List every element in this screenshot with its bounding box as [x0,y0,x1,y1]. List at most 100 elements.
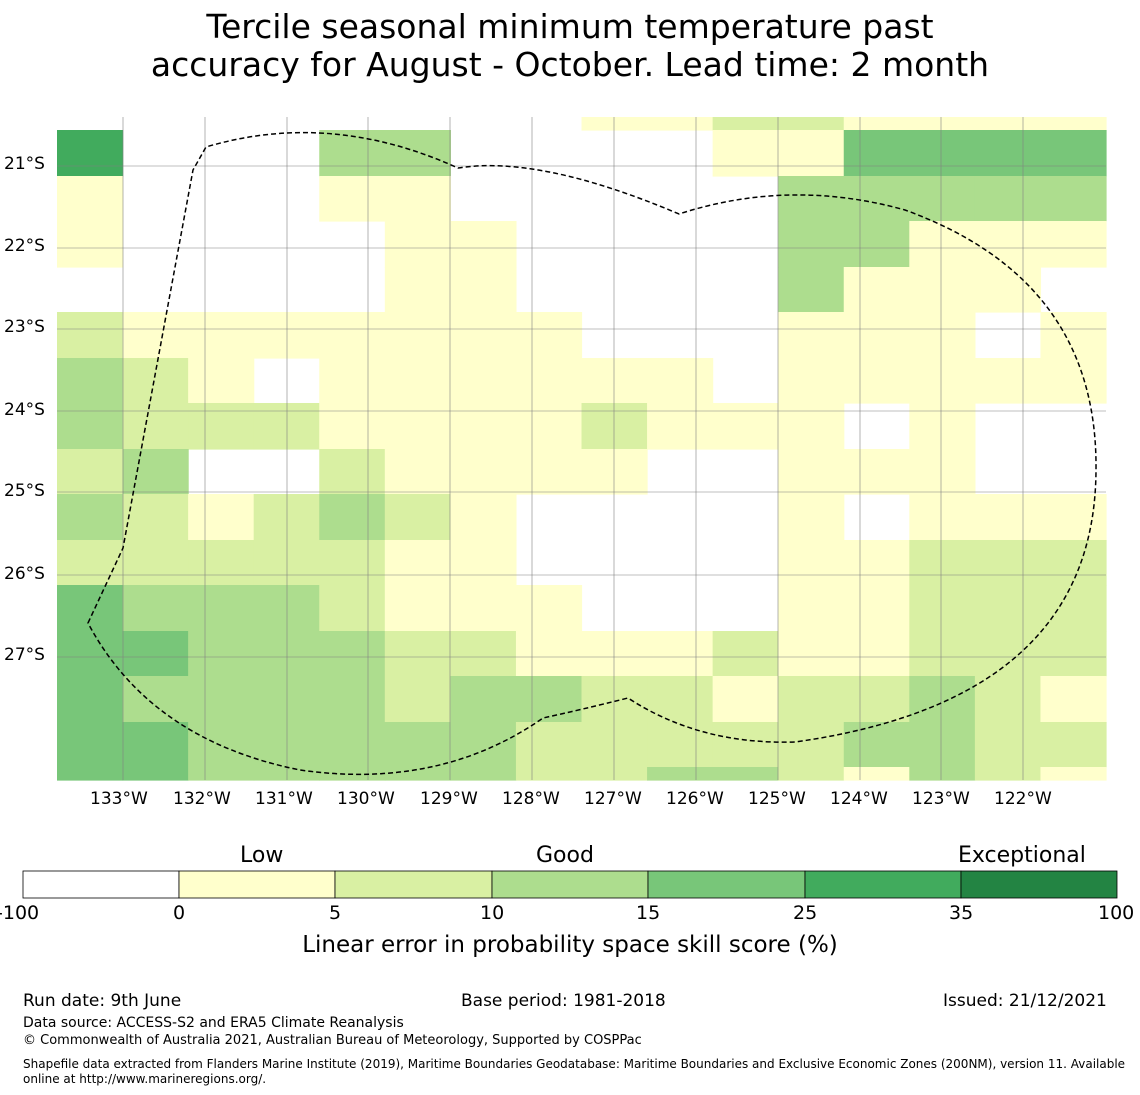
colorbar-tick-15: 15 [636,902,661,924]
colorbar-swatch [647,870,806,899]
skill-cell [647,722,714,768]
skill-cell [778,585,845,632]
skill-cell [384,449,451,495]
skill-cell [909,631,976,677]
skill-cell [122,403,189,450]
skill-cell [384,221,451,268]
skill-cell [909,358,976,404]
skill-cell [57,676,124,723]
skill-cell [122,540,189,586]
skill-cell [778,631,845,677]
skill-cell [712,676,779,723]
skill-cell [122,585,189,632]
shapefile-credit-text: Shapefile data extracted from Flanders M… [23,1057,1126,1086]
skill-cell [581,631,648,677]
colorbar-tick-10: 10 [480,902,505,924]
skill-cell [384,130,451,177]
colorbar-label-exceptional: Exceptional [958,843,1086,868]
skill-cell [188,494,255,541]
colorbar-swatch [804,870,962,899]
colorbar [22,870,1118,899]
lon-label-126w: 126°W [666,789,724,809]
skill-cell [909,767,976,781]
colorbar-swatch [22,870,180,899]
skill-cell [778,358,845,404]
skill-cell [450,585,517,632]
colorbar-swatch [960,870,1118,899]
skill-cell [974,631,1042,677]
skill-cell [974,221,1042,268]
run-date-text: Run date: 9th June [23,991,182,1011]
skill-cell [57,312,124,359]
skill-cell [57,722,124,768]
lat-label-26s: 26°S [4,564,45,584]
colorbar-tick-m100: -100 [0,902,40,924]
skill-cell [778,767,845,781]
skill-cell [188,722,255,768]
skill-cell [57,221,124,268]
colorbar-tick-5: 5 [329,902,342,924]
skill-cell [909,494,976,541]
map-title: Tercile seasonal minimum temperature pas… [0,8,1140,84]
skill-cell [319,494,386,541]
skill-cell [843,312,910,359]
skill-cell [1040,631,1107,677]
copyright-text: © Commonwealth of Australia 2021, Austra… [23,1033,642,1048]
title-line-2: accuracy for August - October. Lead time… [150,45,990,84]
skill-cell [974,267,1042,313]
skill-cell [909,176,976,222]
skill-cell [647,117,714,131]
colorbar-swatch [178,870,336,899]
skill-cell [188,540,255,586]
lon-label-125w: 125°W [748,789,806,809]
lon-label-132w: 132°W [173,789,231,809]
skill-cell [843,540,910,586]
skill-cell [778,130,845,177]
skill-cell [319,358,386,404]
skill-cell [384,722,451,768]
skill-cell [515,676,583,723]
skill-cell [974,585,1042,632]
skill-cell [319,722,386,768]
skill-cell [57,449,124,495]
skill-cell [515,767,583,781]
skill-cell [450,358,517,404]
skill-cell [319,676,386,723]
skill-cell [843,585,910,632]
skill-cell [647,767,714,781]
skill-cell [57,176,124,222]
skill-cell [778,176,845,222]
skill-cell [909,267,976,313]
skill-cell [384,767,451,781]
skill-cell [384,267,451,313]
skill-cell [188,312,255,359]
skill-cell [319,403,386,450]
skill-cell [384,585,451,632]
skill-cell [909,676,976,723]
skill-cell [909,130,976,177]
skill-cell [450,722,517,768]
lat-label-23s: 23°S [4,317,45,337]
skill-cell [581,403,648,450]
colorbar-swatch [334,870,493,899]
skill-cell [1040,767,1107,781]
skill-cell [974,676,1042,723]
skill-cell [515,631,583,677]
skill-cell [188,676,255,723]
colorbar-tick-25: 25 [793,902,818,924]
skill-cell [450,676,517,723]
skill-cell [843,449,910,495]
skill-cell [384,631,451,677]
skill-cell [319,631,386,677]
skill-cell [57,494,124,541]
skill-cell [319,312,386,359]
lon-label-130w: 130°W [337,789,395,809]
skill-cell [188,403,255,450]
skill-grid-cells [57,117,1107,781]
skill-cell [122,767,189,781]
data-source-text: Data source: ACCESS-S2 and ERA5 Climate … [23,1015,404,1031]
skill-cell [57,767,124,781]
skill-cell [515,312,583,359]
skill-cell [57,130,124,177]
skill-cell [1040,176,1107,222]
